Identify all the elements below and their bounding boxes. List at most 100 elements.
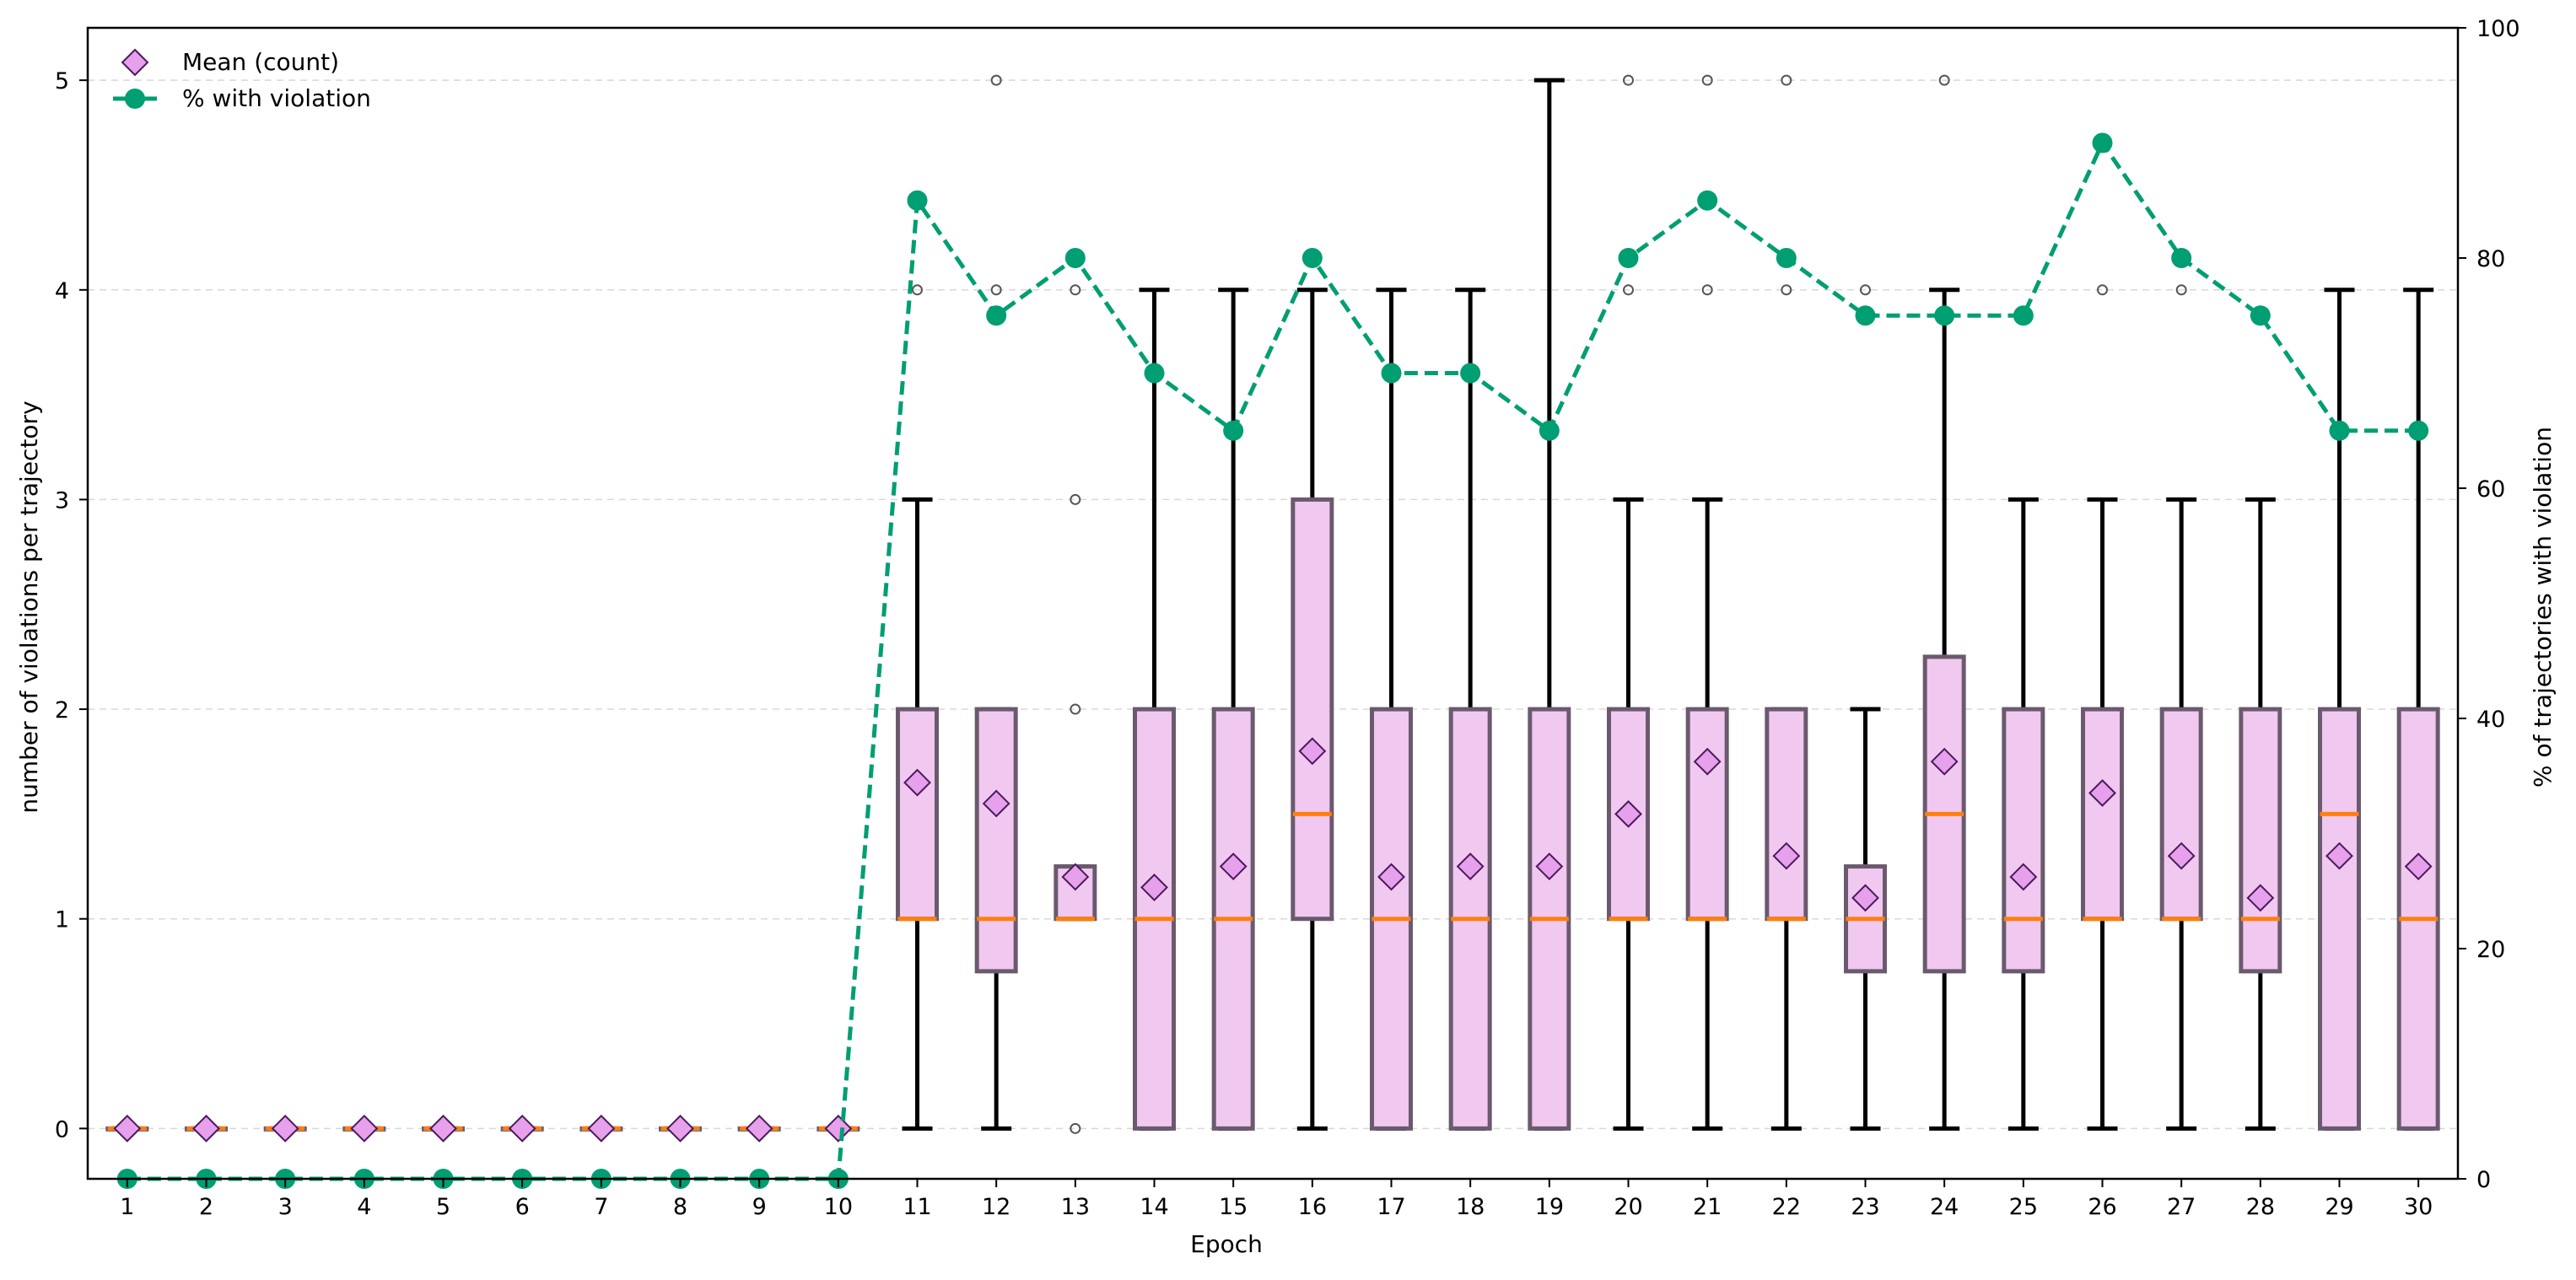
- outlier-27: [2175, 284, 2187, 296]
- y-left-tick-label-1: 1: [55, 907, 69, 933]
- mean-marker-3: [271, 1114, 299, 1143]
- pct-point-16: [1301, 248, 1323, 268]
- outlier-23: [1860, 284, 1871, 296]
- outlier-20: [1623, 284, 1634, 296]
- x-tick-label-8: 8: [673, 1194, 687, 1220]
- mean-marker-23: [1851, 884, 1879, 912]
- x-tick-label-6: 6: [515, 1194, 530, 1220]
- x-tick-label-19: 19: [1535, 1194, 1564, 1220]
- x-tick-label-20: 20: [1614, 1194, 1642, 1220]
- legend-pct-label: % with violation: [182, 84, 371, 112]
- mean-marker-11: [903, 768, 931, 797]
- outlier-20: [1623, 74, 1634, 86]
- box-29: [2318, 707, 2361, 1131]
- legend-mean-label: Mean (count): [182, 48, 339, 76]
- outlier-21: [1701, 74, 1713, 86]
- outlier-12: [990, 74, 1002, 86]
- pct-point-27: [2171, 248, 2192, 268]
- y-right-axis-label: % of trajectories with violation: [2529, 427, 2557, 788]
- outlier-13: [1070, 284, 1081, 296]
- mean-marker-27: [2167, 842, 2196, 870]
- mean-marker-22: [1772, 842, 1801, 870]
- x-axis-ticks: 1 2 3 4 5 6 7 8 9 10 11 12 13 14 15 16 17 18 19 20 21 22 23 24 2…: [120, 1179, 2433, 1220]
- box-plots: [105, 74, 2440, 1134]
- pct-point-25: [2013, 305, 2034, 326]
- x-tick-label-17: 17: [1377, 1194, 1405, 1220]
- pct-point-24: [1934, 305, 1955, 326]
- pct-point-13: [1064, 248, 1086, 268]
- pct-point-18: [1460, 363, 1481, 384]
- mean-marker-17: [1377, 863, 1405, 891]
- legend-mean-marker: [121, 48, 149, 77]
- legend-pct-marker: [125, 89, 145, 109]
- pct-point-26: [2092, 132, 2113, 153]
- y-right-tick-label-40: 40: [2476, 707, 2505, 733]
- x-tick-label-21: 21: [1693, 1194, 1722, 1220]
- x-tick-label-10: 10: [824, 1194, 853, 1220]
- outlier-22: [1781, 284, 1792, 296]
- x-tick-label-22: 22: [1772, 1194, 1801, 1220]
- outlier-26: [2097, 284, 2108, 296]
- mean-marker-16: [1298, 737, 1327, 766]
- mean-marker-13: [1061, 863, 1090, 891]
- x-tick-label-27: 27: [2167, 1194, 2196, 1220]
- mean-marker-25: [2009, 863, 2038, 891]
- box-22: [1765, 707, 1808, 922]
- mean-marker-6: [508, 1114, 536, 1143]
- mean-marker-7: [587, 1114, 616, 1143]
- mean-marker-10: [824, 1114, 853, 1143]
- x-tick-label-26: 26: [2088, 1194, 2116, 1220]
- y-left-tick-label-0: 0: [55, 1116, 69, 1143]
- y-left-tick-label-3: 3: [55, 487, 69, 514]
- y-left-tick-label-2: 2: [55, 697, 69, 723]
- mean-marker-4: [350, 1114, 379, 1143]
- x-tick-label-5: 5: [436, 1194, 450, 1220]
- x-tick-label-4: 4: [357, 1194, 371, 1220]
- y-left-tick-label-4: 4: [55, 278, 69, 304]
- y-left-axis-ticks: 0 1 2 3 4 5: [55, 68, 88, 1143]
- mean-marker-14: [1140, 873, 1168, 901]
- mean-marker-15: [1219, 852, 1248, 880]
- mean-marker-12: [982, 789, 1010, 818]
- pct-point-14: [1144, 363, 1165, 384]
- outlier-13: [1070, 703, 1081, 715]
- x-tick-label-12: 12: [982, 1194, 1010, 1220]
- box-11: [896, 707, 939, 922]
- pct-point-30: [2408, 420, 2429, 441]
- x-tick-label-11: 11: [903, 1194, 931, 1220]
- outlier-21: [1701, 284, 1713, 296]
- mean-marker-2: [192, 1114, 220, 1143]
- pct-point-21: [1697, 190, 1718, 211]
- x-tick-label-3: 3: [278, 1194, 293, 1220]
- x-tick-label-14: 14: [1140, 1194, 1168, 1220]
- y-right-tick-label-80: 80: [2476, 246, 2505, 272]
- pct-point-20: [1618, 248, 1639, 268]
- box-12: [974, 707, 1018, 974]
- x-tick-label-29: 29: [2325, 1194, 2353, 1220]
- mean-markers: [113, 737, 2433, 1143]
- x-tick-label-28: 28: [2246, 1194, 2275, 1220]
- legend: Mean (count) % with violation: [113, 48, 371, 112]
- box-28: [2239, 707, 2282, 974]
- pct-point-15: [1223, 420, 1244, 441]
- mean-marker-28: [2246, 884, 2275, 912]
- pct-point-17: [1381, 363, 1402, 384]
- outlier-12: [990, 284, 1002, 296]
- x-tick-label-2: 2: [199, 1194, 213, 1220]
- mean-marker-1: [113, 1114, 142, 1143]
- y-right-tick-label-60: 60: [2476, 476, 2505, 503]
- x-tick-label-24: 24: [1930, 1194, 1959, 1220]
- mean-marker-24: [1930, 747, 1959, 776]
- box-27: [2159, 707, 2203, 922]
- x-tick-label-30: 30: [2404, 1194, 2433, 1220]
- y-right-tick-label-0: 0: [2476, 1167, 2491, 1193]
- pct-point-11: [907, 190, 928, 211]
- box-26: [2081, 707, 2124, 922]
- mean-marker-18: [1456, 852, 1485, 880]
- pct-point-29: [2329, 420, 2350, 441]
- x-tick-label-1: 1: [120, 1194, 134, 1220]
- pct-point-28: [2250, 305, 2271, 326]
- outlier-22: [1781, 74, 1792, 86]
- pct-point-12: [986, 305, 1007, 326]
